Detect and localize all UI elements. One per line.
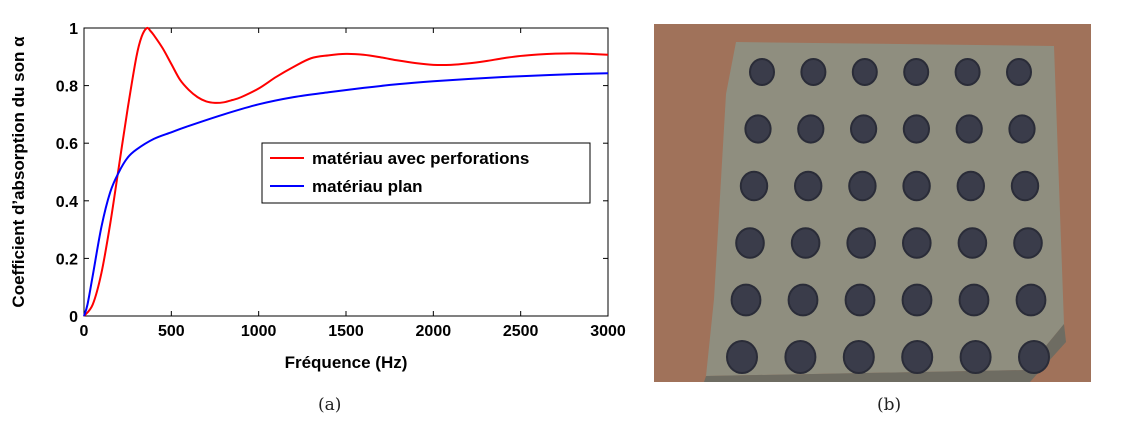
series-line-perforations bbox=[83, 26, 609, 317]
perforation-hole bbox=[842, 340, 875, 374]
perforation-hole bbox=[846, 227, 876, 259]
perforation-hole bbox=[800, 58, 827, 86]
perforation-hole bbox=[797, 114, 825, 144]
x-tick-label: 2000 bbox=[416, 323, 452, 340]
perforation-hole bbox=[956, 170, 985, 202]
series-line-plan bbox=[83, 72, 609, 317]
x-tick-label: 3000 bbox=[590, 323, 626, 340]
perforation-hole bbox=[957, 227, 988, 259]
perforation-hole bbox=[784, 340, 817, 374]
absorption-chart-panel: 0 500 1000 1500 2000 2500 3000 0 0.2 0.4 0.6 0.8 1 F… bbox=[9, 21, 626, 415]
perforation-hole bbox=[851, 58, 878, 86]
perforation-hole bbox=[730, 283, 762, 317]
perforation-hole bbox=[735, 227, 765, 259]
legend-label-perforations: matériau avec perforations bbox=[312, 149, 529, 168]
absorption-chart: 0 500 1000 1500 2000 2500 3000 0 0.2 0.4 0.6 0.8 1 F… bbox=[9, 21, 626, 372]
perforation-hole bbox=[844, 283, 876, 317]
perforation-hole bbox=[1006, 58, 1032, 86]
y-tick-label: 0.8 bbox=[56, 79, 78, 96]
x-tick-label: 500 bbox=[158, 323, 185, 340]
x-tick-label: 2500 bbox=[503, 323, 539, 340]
perforation-hole bbox=[749, 58, 775, 86]
perforation-hole bbox=[1018, 340, 1050, 374]
legend-label-plan: matériau plan bbox=[312, 177, 423, 196]
perforation-hole bbox=[1013, 227, 1043, 259]
perforation-hole bbox=[1008, 114, 1036, 144]
x-tick-label: 1500 bbox=[328, 323, 364, 340]
caption-a: (a) bbox=[318, 395, 342, 415]
perforation-hole bbox=[726, 340, 758, 374]
material-slab-edge bbox=[704, 324, 1066, 382]
perforation-hole bbox=[739, 170, 769, 202]
perforation-hole bbox=[848, 170, 877, 202]
x-tick-label: 0 bbox=[80, 323, 89, 340]
x-tick-label: 1000 bbox=[241, 323, 277, 340]
perforation-hole bbox=[958, 283, 990, 317]
perforation-hole bbox=[1010, 170, 1040, 202]
perforation-hole bbox=[955, 114, 983, 144]
perforation-hole bbox=[903, 58, 930, 86]
y-tick-label: 0 bbox=[69, 309, 78, 326]
perforation-hole bbox=[901, 283, 933, 317]
perforated-material-photo bbox=[654, 24, 1091, 382]
perforation-hole bbox=[744, 114, 772, 144]
legend-box bbox=[261, 142, 591, 204]
perforation-hole bbox=[787, 283, 819, 317]
perforation-hole bbox=[850, 114, 878, 144]
perforation-hole bbox=[794, 170, 823, 202]
perforation-hole bbox=[901, 227, 932, 259]
material-slab bbox=[706, 42, 1064, 376]
x-axis-label: Fréquence (Hz) bbox=[285, 353, 408, 372]
legend: matériau avec perforations matériau plan bbox=[261, 142, 591, 204]
y-tick-label: 1 bbox=[69, 21, 78, 38]
y-tick-label: 0.4 bbox=[56, 194, 78, 211]
perforation-hole bbox=[959, 340, 992, 374]
caption-b: (b) bbox=[877, 395, 902, 415]
perforation-hole bbox=[901, 340, 934, 374]
y-axis-label: Coefficient d’absorption du son α bbox=[9, 36, 28, 308]
perforation-hole bbox=[790, 227, 821, 259]
perforation-hole bbox=[902, 170, 931, 202]
y-tick-label: 0.2 bbox=[56, 251, 78, 268]
material-photo-drawing bbox=[654, 24, 1091, 382]
perforation-hole bbox=[902, 114, 930, 144]
perforation-hole bbox=[954, 58, 981, 86]
y-tick-label: 0.6 bbox=[56, 136, 78, 153]
perforation-hole bbox=[1015, 283, 1047, 317]
